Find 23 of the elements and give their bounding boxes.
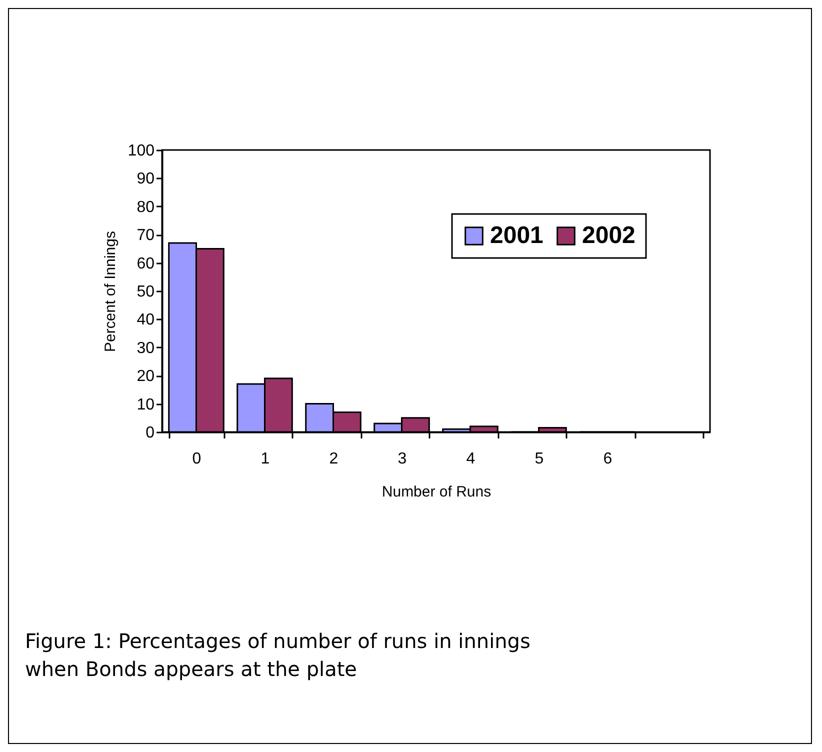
x-tick-label: 6 (603, 450, 612, 468)
x-tick-label: 0 (192, 450, 202, 468)
y-axis-title: Percent of Innings (102, 231, 119, 352)
x-tick-label: 2 (329, 450, 338, 468)
x-tick-label: 4 (466, 450, 476, 468)
y-tick-label: 30 (136, 340, 155, 357)
legend-label: 2001 (490, 222, 544, 249)
y-tick-label: 40 (136, 312, 155, 329)
y-tick-label: 50 (136, 284, 155, 300)
x-axis-title: Number of Runs (382, 484, 492, 500)
y-tick-label: 70 (136, 227, 155, 244)
x-tick-label: 1 (260, 450, 270, 468)
y-tick-label: 90 (136, 170, 155, 188)
y-tick-label: 10 (136, 396, 155, 414)
x-tick-label: 5 (534, 450, 544, 468)
y-tick-label: 100 (128, 142, 155, 160)
x-tick-label: 3 (398, 450, 407, 468)
y-tick-label: 60 (136, 255, 155, 272)
y-tick-label: 0 (146, 424, 155, 442)
legend-label: 2002 (582, 222, 636, 249)
y-tick-label: 20 (136, 368, 155, 386)
y-tick-label: 80 (136, 198, 155, 216)
caption: Figure 1: Percentages of number of runs in innings when Bonds appears at the plate (25, 628, 532, 683)
